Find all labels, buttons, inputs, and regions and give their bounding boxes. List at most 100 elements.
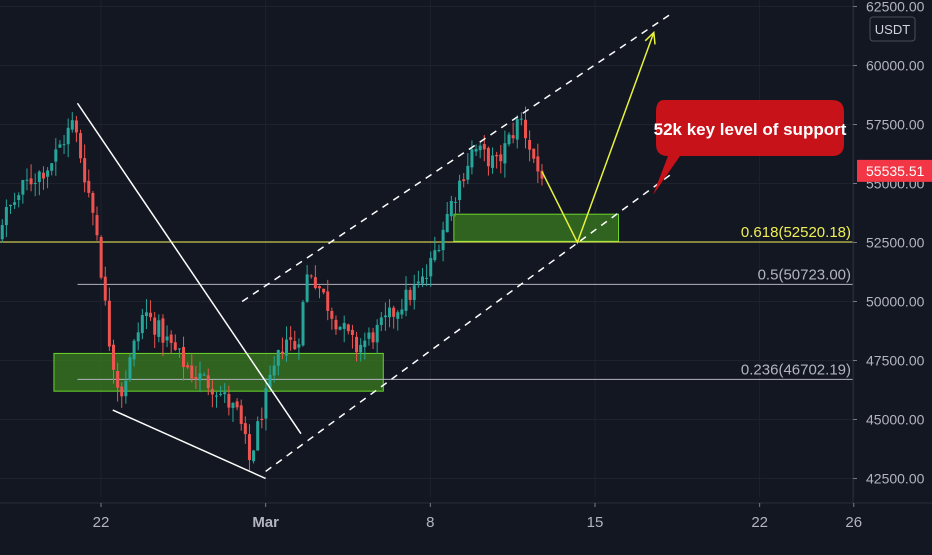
candle-body xyxy=(523,119,527,139)
candle-body xyxy=(515,119,519,140)
candle-body xyxy=(486,147,490,167)
candle-body xyxy=(396,312,400,319)
candle-body xyxy=(29,178,33,185)
candle-body xyxy=(190,365,194,379)
y-tick-label: 52500.00 xyxy=(866,235,925,251)
candle-body xyxy=(116,371,120,388)
projection-path xyxy=(541,32,655,245)
fib-level-label: 0.236(46702.19) xyxy=(741,361,851,378)
candle-body xyxy=(54,149,58,162)
trendline xyxy=(76,102,302,435)
x-tick-label: 15 xyxy=(587,514,604,531)
candle-body xyxy=(359,344,363,353)
candle-body xyxy=(334,319,338,330)
candle-body xyxy=(70,120,74,130)
axes: 42500.00 45000.00 47500.00 50000.00 52500.00… xyxy=(0,0,932,531)
currency-label: USDT xyxy=(875,22,910,37)
candle-body xyxy=(231,402,235,408)
candle-body xyxy=(375,324,379,343)
candle-body xyxy=(355,336,359,353)
arrow-head xyxy=(644,30,656,45)
trendlines xyxy=(76,12,672,480)
candle-body xyxy=(103,276,107,301)
candle-body xyxy=(326,291,330,311)
current-price-tag xyxy=(857,159,932,182)
candle-body xyxy=(99,236,103,278)
callout-text: 52k key level of support xyxy=(654,120,847,139)
candle-body xyxy=(239,405,243,424)
candle-body xyxy=(25,179,29,181)
candle-body xyxy=(206,375,210,389)
candle-body xyxy=(41,172,45,179)
candle-body xyxy=(252,450,256,462)
candle-body xyxy=(227,394,231,408)
candle-body xyxy=(95,215,99,236)
candle-body xyxy=(507,134,511,145)
callout: 52k key level of support xyxy=(653,100,847,195)
candle-body xyxy=(111,344,115,370)
channel-line xyxy=(265,173,672,473)
candle-body xyxy=(62,144,66,146)
candle-body xyxy=(194,376,198,380)
candle-body xyxy=(74,120,78,133)
candle-body xyxy=(289,337,293,340)
candle-body xyxy=(272,365,276,376)
candle-body xyxy=(235,401,239,408)
candle-body xyxy=(532,148,536,159)
candle-body xyxy=(503,143,507,164)
candle-body xyxy=(186,365,190,368)
y-tick-label: 50000.00 xyxy=(866,294,925,310)
candles xyxy=(0,106,544,471)
callout-bubble xyxy=(653,100,844,195)
candle-body xyxy=(87,180,91,193)
candle-body xyxy=(425,277,429,279)
candle-body xyxy=(412,285,416,301)
candle-body xyxy=(256,421,260,451)
candle-body xyxy=(83,158,87,183)
candle-body xyxy=(478,145,482,151)
y-tick-label: 45000.00 xyxy=(866,412,925,428)
candle-body xyxy=(301,302,305,346)
support-zone xyxy=(453,213,620,242)
candle-body xyxy=(136,332,140,342)
candle-body xyxy=(280,351,284,354)
candle-body xyxy=(400,309,404,315)
candle-body xyxy=(408,290,412,300)
candle-body xyxy=(214,395,218,397)
candle-body xyxy=(388,307,392,318)
candle-body xyxy=(17,195,21,201)
candle-body xyxy=(511,135,515,139)
x-tick-label: 22 xyxy=(751,514,768,531)
candle-body xyxy=(149,312,153,318)
currency-badge[interactable] xyxy=(869,16,916,42)
candle-body xyxy=(429,257,433,277)
candle-body xyxy=(144,312,148,316)
candle-body xyxy=(79,133,83,159)
candle-body xyxy=(313,277,317,289)
candle-body xyxy=(264,388,268,419)
candle-body xyxy=(132,340,136,360)
candle-body xyxy=(536,156,540,172)
candle-body xyxy=(0,225,4,240)
fib-levels: 0.618(52520.18) 0.5(50723.00) 0.236(46702.… xyxy=(0,224,853,380)
candle-body xyxy=(449,201,453,217)
candle-body xyxy=(346,324,350,332)
candle-body xyxy=(128,357,132,380)
x-tick-label: 22 xyxy=(93,514,110,531)
candle-body xyxy=(392,307,396,317)
candle-body xyxy=(495,154,499,157)
y-tick-label: 60000.00 xyxy=(866,58,925,74)
candle-body xyxy=(285,339,289,356)
candle-body xyxy=(437,249,441,251)
candle-body xyxy=(309,275,313,277)
candle-body xyxy=(4,207,8,226)
candle-body xyxy=(91,193,95,213)
x-tick-label: 8 xyxy=(426,514,434,531)
candle-body xyxy=(371,332,375,343)
candle-body xyxy=(297,344,301,348)
candle-body xyxy=(50,163,54,171)
candle-body xyxy=(338,326,342,330)
candle-body xyxy=(124,380,128,397)
candle-body xyxy=(383,315,387,318)
